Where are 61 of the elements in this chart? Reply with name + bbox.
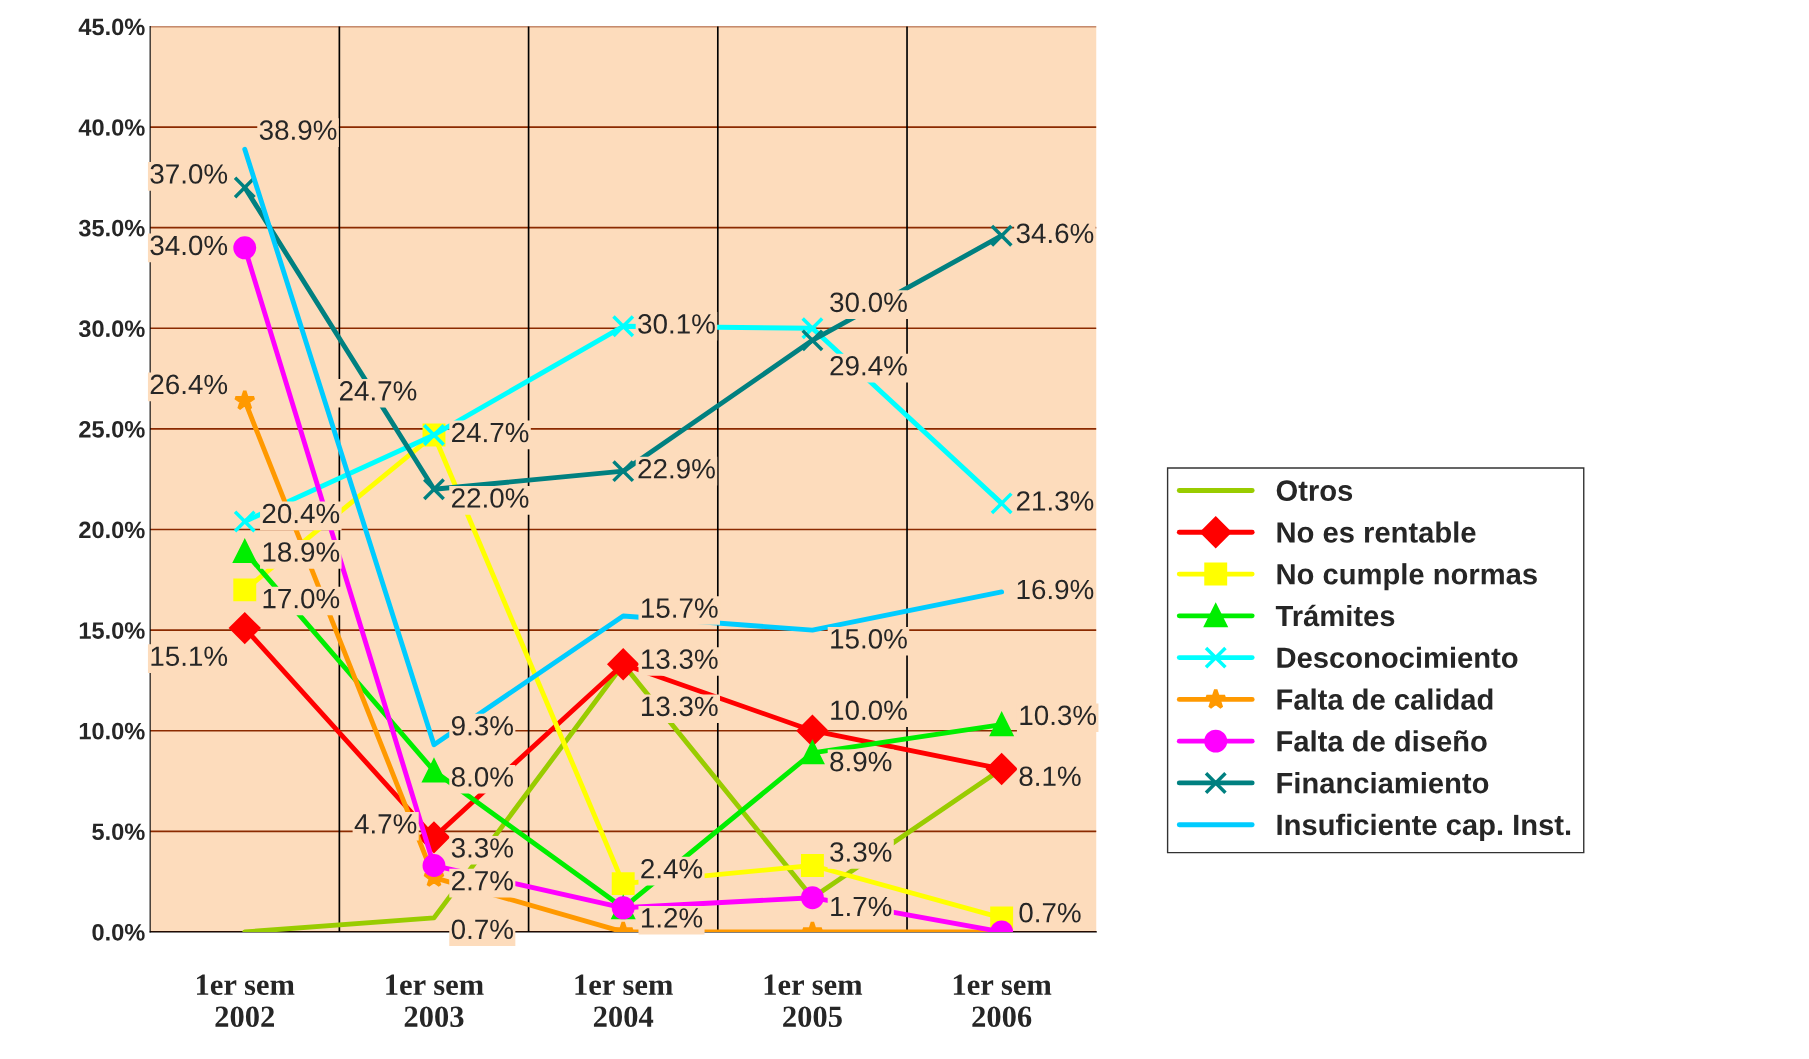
x-tick-label: 1er sem 2006 <box>953 974 1052 1028</box>
data-label: 38.9% <box>259 120 337 140</box>
y-tick-label: 30.0% <box>78 320 145 338</box>
legend-label: Financiamiento <box>1277 772 1489 794</box>
legend-label: Insuficiente cap. Inst. <box>1277 813 1571 841</box>
legend-label: No cumple normas <box>1277 563 1537 591</box>
data-label: 0.7% <box>451 919 513 940</box>
y-tick-label: 0.0% <box>92 923 145 941</box>
data-label: 30.0% <box>830 292 907 313</box>
data-label: 24.7% <box>339 381 417 401</box>
y-tick-label: 5.0% <box>92 823 145 841</box>
data-label: 13.3% <box>641 649 718 669</box>
data-label: 10.0% <box>831 700 907 721</box>
data-label: 0.7% <box>1019 902 1081 923</box>
data-label: 16.9% <box>1017 579 1094 600</box>
data-label: 18.9% <box>263 542 340 562</box>
data-label: 22.0% <box>452 488 529 508</box>
data-label: 15.7% <box>641 598 718 618</box>
data-label: 17.0% <box>263 588 340 609</box>
x-tick-label: 1er sem 2002 <box>197 974 295 1028</box>
data-label: 8.0% <box>451 767 513 787</box>
data-label: 9.3% <box>451 715 513 736</box>
data-label: 4.7% <box>354 814 417 834</box>
x-tick-label: 1er sem 2004 <box>575 974 673 1028</box>
data-label: 10.3% <box>1020 705 1097 726</box>
y-tick-label: 10.0% <box>79 722 145 740</box>
y-tick-label: 20.0% <box>79 521 145 539</box>
y-tick-label: 40.0% <box>78 119 145 136</box>
data-label: 34.6% <box>1016 223 1094 244</box>
y-tick-label: 25.0% <box>79 420 145 438</box>
y-tick-label: 15.0% <box>79 622 145 639</box>
legend-label: Otros <box>1276 480 1353 502</box>
data-label: 8.1% <box>1019 766 1081 787</box>
data-label: 8.9% <box>830 751 892 772</box>
data-label: 2.4% <box>641 858 703 879</box>
y-tick-label: 45.0% <box>78 18 145 36</box>
legend-label: Trámites <box>1275 604 1395 627</box>
data-label: 2.7% <box>452 870 513 891</box>
legend-label: No es rentable <box>1277 521 1476 543</box>
data-label: 30.1% <box>638 314 715 334</box>
x-tick-label: 1er sem 2003 <box>386 974 484 1028</box>
data-label: 22.9% <box>638 458 715 479</box>
data-label: 21.3% <box>1016 491 1094 511</box>
data-label: 3.3% <box>830 842 892 862</box>
x-tick-label: 1er sem 2005 <box>764 974 863 1028</box>
legend-label: Desconocimiento <box>1277 646 1518 669</box>
data-label: 1.2% <box>641 908 703 928</box>
data-label: 13.3% <box>641 696 718 717</box>
legend-label: Falta de calidad <box>1277 688 1493 710</box>
data-label: 1.7% <box>831 896 892 917</box>
data-label: 29.4% <box>830 355 907 376</box>
data-label: 15.1% <box>151 646 228 667</box>
data-label: 34.0% <box>150 235 228 256</box>
data-label: 26.4% <box>150 374 228 395</box>
legend-label: Falta de diseño <box>1277 730 1487 752</box>
data-label: 37.0% <box>150 164 228 184</box>
data-label: 24.7% <box>452 422 529 443</box>
y-tick-label: 35.0% <box>78 219 145 237</box>
data-label: 20.4% <box>262 503 340 524</box>
data-label: 15.0% <box>831 629 907 649</box>
data-label: 3.3% <box>451 838 513 858</box>
